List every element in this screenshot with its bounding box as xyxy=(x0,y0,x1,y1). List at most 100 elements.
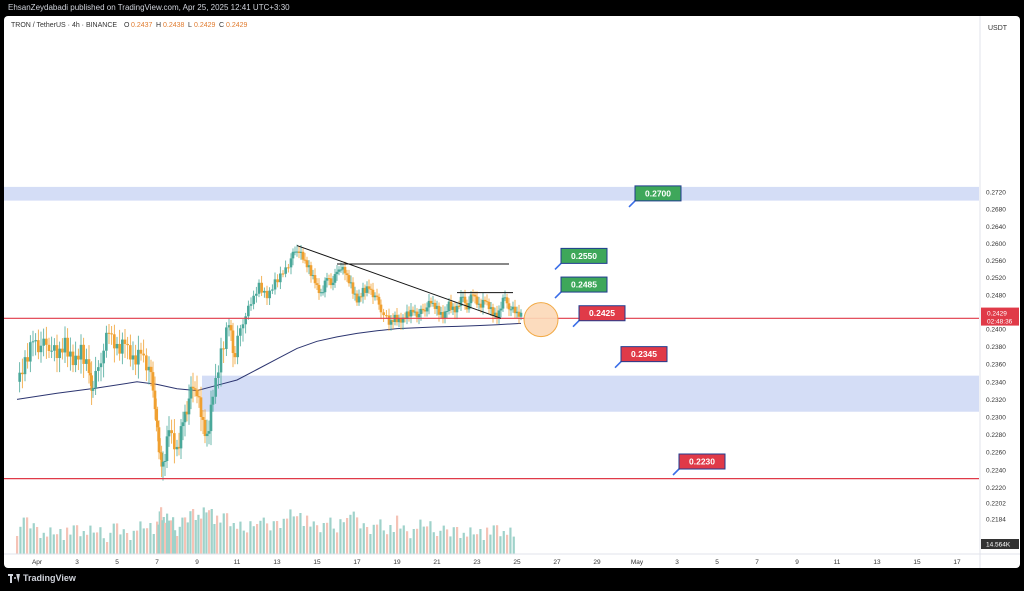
price-tick-label: 0.2560 xyxy=(986,258,1006,265)
candle-body xyxy=(189,386,193,399)
moving-average-line xyxy=(16,322,522,400)
volume-bar xyxy=(178,526,181,554)
callout-box[interactable] xyxy=(678,453,726,470)
volume-bar xyxy=(366,527,369,554)
volume-bar xyxy=(496,525,499,554)
callout-label: 0.2230 xyxy=(689,457,715,467)
candle-body xyxy=(151,372,155,391)
volume-bar xyxy=(512,536,515,554)
volume-bar xyxy=(229,526,232,554)
volume-bar xyxy=(66,527,69,554)
volume-bar xyxy=(309,526,312,554)
volume-bar xyxy=(52,534,55,554)
volume-bar xyxy=(186,522,189,554)
candle-body xyxy=(97,367,100,371)
candle-body xyxy=(473,294,477,297)
candle-body xyxy=(435,305,439,309)
volume-bar xyxy=(149,523,152,554)
candle-body xyxy=(71,351,75,366)
highlight-circle-marker xyxy=(523,302,559,338)
volume-badge xyxy=(981,539,1019,549)
axis-layer: 0.2720 0.2680 0.2640 0.2600 0.2560 0.2520 0.24… xyxy=(4,16,1020,568)
volume-bar xyxy=(282,518,285,554)
callout-pointer xyxy=(554,262,562,270)
candle-body xyxy=(163,461,167,462)
price-tick-label: 0.2360 xyxy=(986,362,1006,369)
candle-body xyxy=(475,296,479,305)
callout-box[interactable] xyxy=(560,247,608,264)
callout-box[interactable] xyxy=(578,305,626,322)
candle-body xyxy=(419,308,423,315)
candle-body xyxy=(284,267,287,274)
candle-body xyxy=(451,306,455,310)
candle-body xyxy=(513,306,517,314)
volume-bar xyxy=(262,517,265,554)
candle-body xyxy=(497,310,501,319)
volume-bar xyxy=(92,532,95,554)
price-chart[interactable]: 0.2700 0.2550 0.2485 0.2425 0.2345 0.2230 0.2… xyxy=(4,16,1020,568)
candle-body xyxy=(405,311,409,320)
candle-body xyxy=(295,251,299,253)
candle-body xyxy=(421,308,425,311)
time-tick-label: 13 xyxy=(273,559,281,566)
price-tick-label: 0.2400 xyxy=(986,327,1006,334)
candle-body xyxy=(170,430,173,434)
volume-bar xyxy=(396,515,399,554)
candle-body xyxy=(105,332,108,351)
candle-body xyxy=(227,325,231,328)
volume-bar xyxy=(36,527,39,554)
volume-bar xyxy=(399,528,402,554)
candle-body xyxy=(287,267,290,269)
volume-bar xyxy=(197,514,200,554)
volume-bar xyxy=(219,522,222,554)
price-tick-label: 0.2340 xyxy=(986,379,1006,386)
candle-body xyxy=(309,265,313,276)
volume-bar xyxy=(352,511,355,554)
candle-body xyxy=(222,348,225,350)
callout-box[interactable] xyxy=(620,346,668,363)
volume-bar xyxy=(379,519,382,554)
candle-body xyxy=(299,251,303,253)
candle-body xyxy=(431,302,435,304)
tradingview-logo[interactable]: TradingView xyxy=(8,573,76,583)
candle-body xyxy=(483,299,487,302)
candle-body xyxy=(129,345,132,360)
volume-bar xyxy=(210,509,213,554)
volume-bar xyxy=(326,522,329,554)
candle-body xyxy=(517,311,521,317)
volume-bar xyxy=(369,534,372,554)
volume-bar xyxy=(259,520,262,554)
candle-body xyxy=(29,342,32,362)
volume-bar xyxy=(76,525,79,554)
volume-bar xyxy=(42,532,45,554)
volume-bar xyxy=(161,520,164,554)
candle-body xyxy=(365,286,369,293)
time-tick-label: 7 xyxy=(755,559,759,566)
price-tick-label: 0.2520 xyxy=(986,275,1006,282)
chart-panel[interactable]: 0.2700 0.2550 0.2485 0.2425 0.2345 0.2230 0.2… xyxy=(4,16,1020,568)
candle-body xyxy=(331,282,335,286)
candle-body xyxy=(50,350,53,352)
candle-body xyxy=(373,295,377,298)
candle-body xyxy=(161,461,165,467)
volume-bar xyxy=(236,528,239,554)
candle-body xyxy=(87,359,91,373)
volume-bar xyxy=(216,515,219,554)
candle-body xyxy=(347,275,351,284)
volume-bar xyxy=(339,519,342,554)
volume-bar xyxy=(22,517,25,554)
volume-bar xyxy=(200,518,203,554)
candle-body xyxy=(21,372,24,375)
candle-body xyxy=(205,433,209,437)
volume-bar xyxy=(256,524,259,554)
candle-body xyxy=(39,345,43,353)
volume-bar xyxy=(176,536,179,554)
candle-body xyxy=(329,278,333,286)
callout-box[interactable] xyxy=(634,185,682,202)
callout-box[interactable] xyxy=(560,276,608,293)
candle-body xyxy=(265,290,269,299)
ohlc-l-label: L xyxy=(188,22,192,29)
time-tick-label: 25 xyxy=(513,559,521,566)
candle-body xyxy=(165,436,169,461)
volume-bar xyxy=(316,525,319,554)
